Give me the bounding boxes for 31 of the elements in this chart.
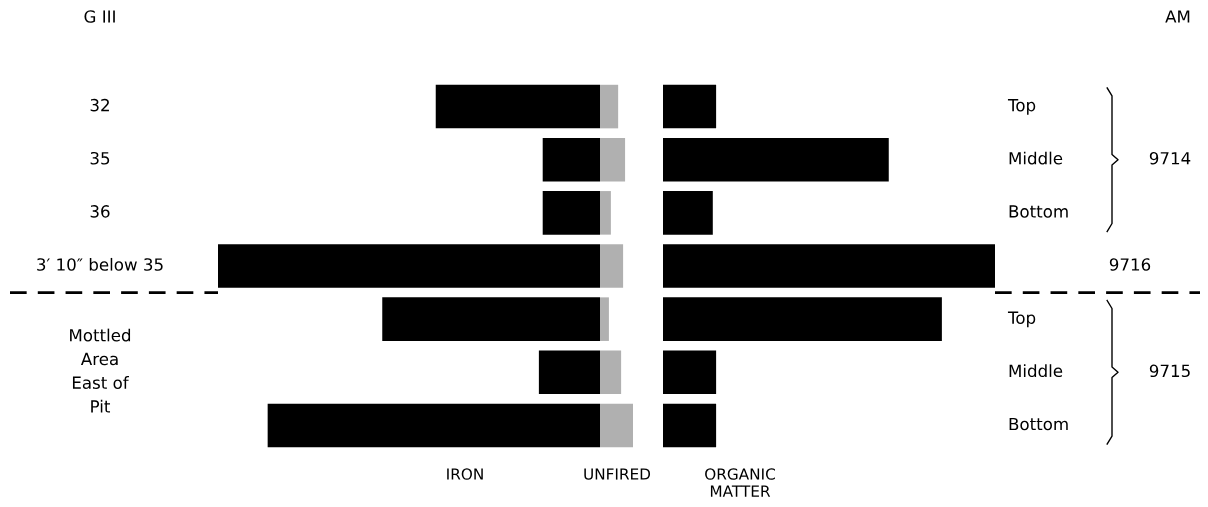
bar	[600, 244, 624, 288]
text: 9714	[1149, 151, 1191, 165]
text: Mottled Area East of Pit	[70, 328, 131, 413]
bar	[600, 191, 611, 235]
y-tick-label: 32	[90, 98, 109, 112]
bar	[663, 191, 713, 235]
bar	[663, 297, 942, 341]
y-tick-label: 35	[90, 151, 110, 165]
y-axis-title: G III	[84, 10, 115, 23]
x-axis-title: UNFIRED	[584, 468, 651, 480]
y2-axis-title: AM	[1165, 10, 1190, 23]
bar	[600, 403, 633, 448]
bar	[600, 297, 609, 341]
bar	[663, 403, 717, 448]
y-tick-label: 36	[90, 205, 110, 218]
y-tick-label: Middle	[1009, 151, 1063, 165]
y-tick-label: Middle	[1009, 364, 1063, 378]
bar	[663, 137, 889, 182]
y-tick-label: Top	[1007, 99, 1036, 115]
y-tick-label: 3′ 10″ below 35	[37, 257, 163, 271]
bar	[663, 244, 995, 288]
y-tick-label: Top	[1007, 311, 1036, 328]
x-axis-title: ORGANIC MATTER	[705, 468, 775, 497]
y-tick-label: Bottom	[1009, 417, 1068, 431]
bar	[600, 84, 619, 129]
bar	[663, 350, 717, 395]
text: 9715	[1149, 364, 1190, 378]
bar	[663, 84, 717, 129]
text: 9716	[1109, 258, 1151, 271]
x-axis-title: IRON	[447, 468, 483, 480]
y-tick-label: Bottom	[1009, 205, 1068, 218]
